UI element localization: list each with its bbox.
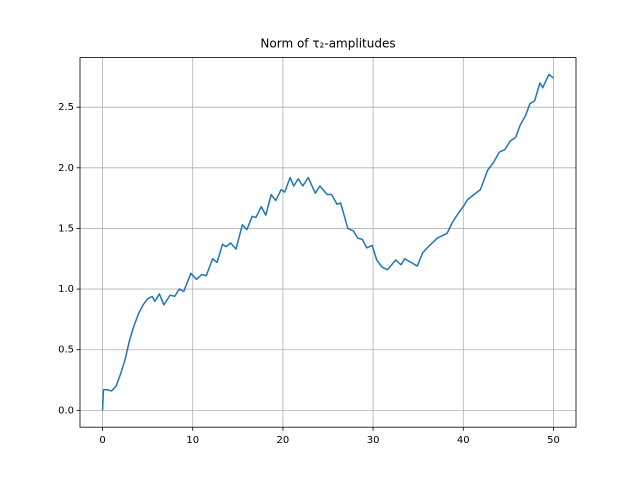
y-tick-label: 2.0 xyxy=(58,163,74,174)
y-tick-label: 0.5 xyxy=(58,345,74,356)
x-tick-label: 10 xyxy=(186,435,199,446)
x-tick-label: 30 xyxy=(367,435,380,446)
x-tick-label: 40 xyxy=(457,435,470,446)
y-tick-label: 1.0 xyxy=(58,284,74,295)
x-tick-label: 0 xyxy=(99,435,105,446)
y-tick-label: 1.5 xyxy=(58,223,74,234)
data-line xyxy=(101,73,554,411)
y-tick-label: 2.5 xyxy=(58,102,74,113)
y-tick-label: 0.0 xyxy=(58,405,74,416)
chart-title: Norm of τ₂-amplitudes xyxy=(260,37,395,51)
x-tick-label: 50 xyxy=(547,435,560,446)
x-tick-label: 20 xyxy=(277,435,290,446)
plot-frame xyxy=(79,57,577,428)
